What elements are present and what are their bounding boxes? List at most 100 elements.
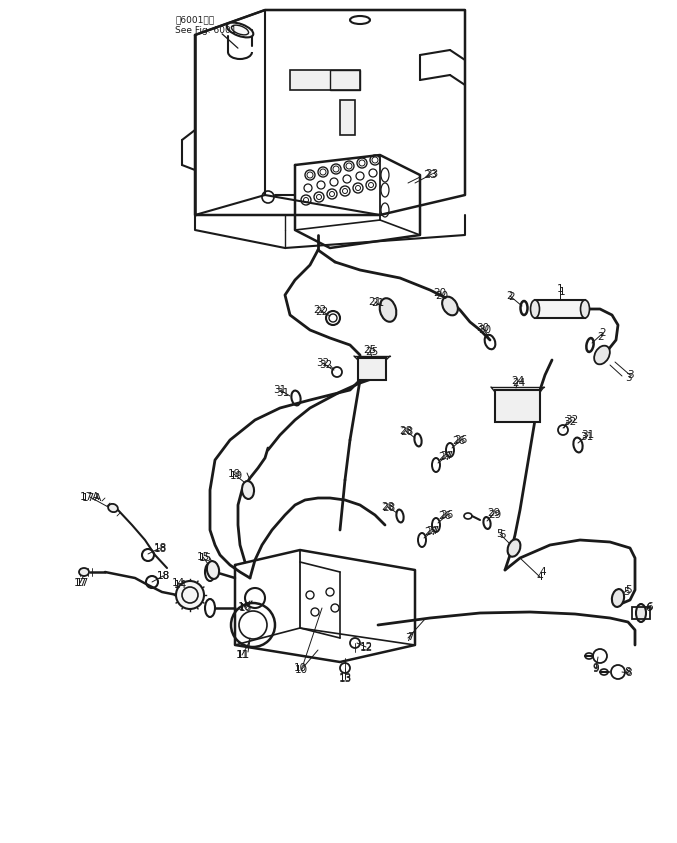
Text: 31: 31: [276, 388, 290, 398]
Text: 9: 9: [592, 664, 599, 674]
Text: 27: 27: [440, 451, 454, 461]
Text: 32: 32: [316, 358, 330, 368]
Bar: [358, 358, 386, 380]
Text: 2: 2: [600, 328, 607, 338]
Bar: [632, 607, 650, 619]
Ellipse shape: [79, 568, 89, 576]
Text: 32: 32: [565, 415, 579, 425]
Text: 24: 24: [512, 378, 525, 388]
Bar: [495, 390, 540, 422]
Text: 17A: 17A: [80, 492, 100, 502]
Text: 3: 3: [627, 370, 633, 380]
Text: 25: 25: [366, 347, 378, 357]
Text: 13: 13: [338, 674, 351, 684]
Text: See Fig. 6001: See Fig. 6001: [175, 25, 236, 35]
Ellipse shape: [612, 589, 624, 607]
Text: 32: 32: [563, 417, 577, 427]
Text: 围6001参照: 围6001参照: [175, 15, 214, 24]
Text: 3: 3: [625, 373, 632, 383]
Text: 15: 15: [198, 553, 212, 563]
Ellipse shape: [531, 300, 540, 318]
Ellipse shape: [442, 297, 458, 315]
Text: 21: 21: [368, 297, 382, 307]
Ellipse shape: [242, 481, 254, 499]
Text: 23: 23: [423, 170, 437, 180]
Text: 19: 19: [230, 471, 242, 481]
Text: 10: 10: [294, 665, 307, 675]
Bar: [535, 300, 585, 318]
Text: 16: 16: [238, 603, 252, 613]
Text: 7: 7: [405, 633, 412, 643]
Text: 12: 12: [359, 642, 372, 652]
Text: 25: 25: [364, 345, 376, 355]
Ellipse shape: [594, 346, 610, 364]
Text: 16: 16: [238, 602, 250, 612]
Text: 27: 27: [424, 527, 437, 537]
Text: 5: 5: [625, 585, 632, 595]
Text: 26: 26: [440, 510, 454, 520]
Text: 20: 20: [435, 291, 449, 301]
Text: 23: 23: [425, 169, 439, 179]
Text: 17: 17: [75, 578, 89, 588]
Text: 11: 11: [236, 650, 248, 660]
Text: 4: 4: [540, 567, 546, 577]
Text: 27: 27: [439, 452, 452, 462]
Text: 6: 6: [647, 602, 653, 612]
Text: 29: 29: [487, 508, 500, 518]
Text: 9: 9: [592, 663, 599, 673]
Bar: [340, 100, 355, 135]
Text: 5: 5: [624, 587, 630, 597]
Text: 22: 22: [313, 305, 326, 315]
Text: 2: 2: [506, 291, 513, 301]
Text: 21: 21: [372, 298, 385, 308]
Text: 26: 26: [439, 511, 452, 521]
Text: 10: 10: [293, 663, 307, 673]
Text: 13: 13: [338, 673, 351, 683]
Text: 24: 24: [511, 376, 525, 386]
Text: 8: 8: [625, 667, 632, 677]
Text: 31: 31: [582, 430, 594, 440]
Text: 19: 19: [227, 469, 240, 479]
Text: 5: 5: [497, 529, 503, 539]
Text: 14: 14: [171, 578, 185, 588]
Text: 30: 30: [477, 323, 489, 333]
Text: 17: 17: [73, 578, 87, 588]
Ellipse shape: [176, 581, 204, 609]
Text: 7: 7: [407, 632, 414, 642]
Bar: [290, 70, 360, 90]
Ellipse shape: [227, 23, 253, 37]
Text: 18: 18: [154, 544, 167, 554]
Text: 18: 18: [154, 543, 167, 553]
Text: 28: 28: [400, 427, 414, 437]
Ellipse shape: [636, 604, 646, 622]
Text: 1: 1: [556, 284, 563, 294]
Text: 31: 31: [274, 385, 286, 395]
Ellipse shape: [380, 298, 396, 322]
Text: 22: 22: [315, 307, 328, 317]
Text: 27: 27: [427, 526, 439, 536]
Text: 26: 26: [452, 436, 466, 446]
Text: 18: 18: [156, 571, 170, 581]
Ellipse shape: [207, 561, 219, 579]
Text: 26: 26: [454, 435, 468, 445]
Text: 32: 32: [320, 360, 332, 370]
Text: 28: 28: [399, 426, 412, 436]
Text: 4: 4: [537, 572, 544, 582]
Text: 6: 6: [646, 603, 653, 613]
Text: 18: 18: [156, 571, 170, 581]
Text: 20: 20: [433, 288, 447, 298]
Text: 2: 2: [598, 332, 605, 342]
Text: 28: 28: [381, 502, 395, 512]
Bar: [330, 70, 360, 90]
Text: 28: 28: [383, 503, 395, 513]
Text: 11: 11: [236, 650, 250, 660]
Text: 29: 29: [488, 510, 502, 520]
Text: 1: 1: [559, 287, 565, 297]
Text: 14: 14: [173, 580, 187, 590]
Text: 5: 5: [500, 530, 506, 540]
Text: 8: 8: [626, 668, 632, 678]
Text: 31: 31: [580, 432, 594, 442]
Ellipse shape: [508, 540, 521, 556]
Text: 12: 12: [359, 643, 372, 653]
Text: 30: 30: [479, 325, 492, 335]
